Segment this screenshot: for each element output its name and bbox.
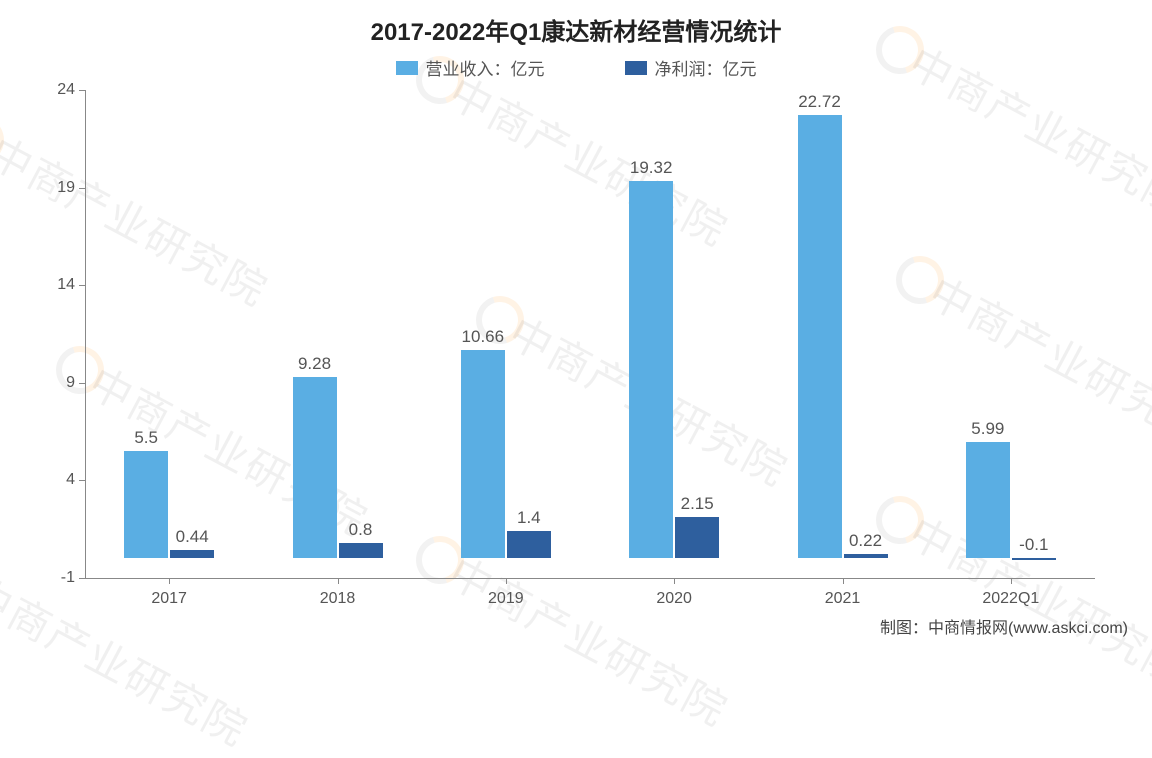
ytick-label: 9	[35, 374, 75, 392]
xtick-mark	[169, 578, 170, 584]
legend-item-revenue: 营业收入：亿元	[396, 55, 545, 80]
bar-profit	[507, 531, 551, 558]
bar-profit	[339, 543, 383, 559]
xtick-mark	[843, 578, 844, 584]
xtick-label: 2017	[151, 590, 187, 608]
ytick-label: 19	[35, 179, 75, 197]
bar-profit	[675, 517, 719, 559]
bar-label-profit: 0.22	[849, 531, 882, 551]
xtick-label: 2019	[488, 590, 524, 608]
watermark-text: 中商产业研究院	[0, 560, 260, 758]
bar-label-revenue: 5.5	[134, 428, 158, 448]
credit-line: 制图：中商情报网(www.askci.com)	[880, 614, 1128, 638]
bar-label-profit: 1.4	[517, 508, 541, 528]
xtick-label: 2018	[320, 590, 356, 608]
legend-swatch-revenue	[396, 61, 418, 75]
bar-label-revenue: 22.72	[798, 92, 841, 112]
xtick-mark	[1011, 578, 1012, 584]
y-axis	[85, 90, 86, 578]
ytick-mark	[79, 285, 85, 286]
bar-label-revenue: 5.99	[971, 419, 1004, 439]
bar-profit	[1012, 558, 1056, 560]
bar-label-profit: 0.8	[349, 520, 373, 540]
ytick-label: 14	[35, 276, 75, 294]
bar-label-profit: 2.15	[681, 494, 714, 514]
legend-label-profit: 净利润：亿元	[655, 55, 757, 80]
bar-label-revenue: 9.28	[298, 354, 331, 374]
ytick-mark	[79, 90, 85, 91]
chart-title: 2017-2022年Q1康达新材经营情况统计	[0, 12, 1152, 47]
xtick-mark	[674, 578, 675, 584]
ytick-mark	[79, 188, 85, 189]
legend-swatch-profit	[625, 61, 647, 75]
xtick-label: 2022Q1	[982, 590, 1039, 608]
xtick-mark	[338, 578, 339, 584]
bar-profit	[170, 550, 214, 559]
bar-profit	[844, 554, 888, 558]
bar-revenue	[124, 451, 168, 558]
legend-item-profit: 净利润：亿元	[625, 55, 757, 80]
bar-label-profit: 0.44	[176, 527, 209, 547]
plot-area: -14914192420175.50.4420189.280.8201910.6…	[85, 90, 1095, 578]
xtick-mark	[506, 578, 507, 584]
legend-label-revenue: 营业收入：亿元	[426, 55, 545, 80]
ytick-mark	[79, 578, 85, 579]
bar-revenue	[798, 115, 842, 558]
xtick-label: 2020	[656, 590, 692, 608]
xtick-label: 2021	[825, 590, 861, 608]
bar-revenue	[461, 350, 505, 558]
bar-revenue	[629, 181, 673, 558]
ytick-label: -1	[35, 569, 75, 587]
ytick-mark	[79, 480, 85, 481]
bar-label-profit: -0.1	[1019, 535, 1048, 555]
bar-revenue	[966, 442, 1010, 559]
legend: 营业收入：亿元 净利润：亿元	[0, 55, 1152, 80]
bar-label-revenue: 10.66	[462, 327, 505, 347]
bar-label-revenue: 19.32	[630, 158, 673, 178]
ytick-label: 24	[35, 81, 75, 99]
x-axis	[85, 578, 1095, 579]
bar-revenue	[293, 377, 337, 558]
ytick-label: 4	[35, 471, 75, 489]
ytick-mark	[79, 383, 85, 384]
